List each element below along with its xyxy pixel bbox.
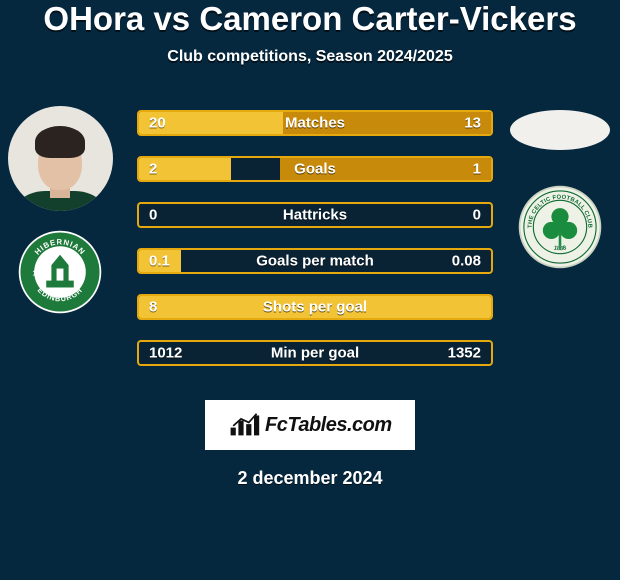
stat-label: Goals per match	[256, 253, 374, 270]
stat-right-value: 13	[464, 115, 481, 132]
stat-bar-row: 20 13 Matches	[137, 110, 493, 136]
stat-bar-row: 0 0 Hattricks	[137, 202, 493, 228]
stat-right-value: 0.08	[452, 253, 481, 270]
stat-left-value: 2	[149, 161, 157, 178]
right-player-avatar	[510, 110, 610, 150]
page-subtitle: Club competitions, Season 2024/2025	[0, 48, 620, 66]
comparison-area: HIBERNIAN EDINBURGH 18 75	[0, 96, 620, 396]
stat-left-value: 0	[149, 207, 157, 224]
stat-left-value: 1012	[149, 345, 182, 362]
svg-text:18: 18	[32, 270, 40, 277]
stat-label: Min per goal	[271, 345, 359, 362]
stat-right-value: 1	[473, 161, 481, 178]
stat-left-value: 8	[149, 299, 157, 316]
left-club-crest: HIBERNIAN EDINBURGH 18 75	[17, 229, 103, 315]
stat-right-value: 1352	[448, 345, 481, 362]
stat-label: Shots per goal	[263, 299, 367, 316]
svg-text:1888: 1888	[553, 245, 568, 252]
stat-label: Hattricks	[283, 207, 347, 224]
stat-left-value: 20	[149, 115, 166, 132]
right-player-column: THE CELTIC FOOTBALL CLUB 1888	[500, 96, 620, 270]
brand-badge: FcTables.com	[205, 400, 415, 450]
stat-bar-row: 2 1 Goals	[137, 156, 493, 182]
page-title: OHora vs Cameron Carter-Vickers	[0, 0, 620, 38]
svg-text:75: 75	[77, 270, 85, 277]
left-player-column: HIBERNIAN EDINBURGH 18 75	[0, 96, 120, 315]
brand-icon	[228, 412, 263, 438]
stat-bars: 20 13 Matches 2 1 Goals 0 0 Hattricks 0.1 0.08 Goal…	[137, 110, 493, 386]
brand-text: FcTables.com	[265, 414, 392, 437]
left-player-avatar	[8, 106, 113, 211]
stat-left-value: 0.1	[149, 253, 170, 270]
stat-bar-row: 0.1 0.08 Goals per match	[137, 248, 493, 274]
stat-label: Goals	[294, 161, 336, 178]
stat-bar-row: 1012 1352 Min per goal	[137, 340, 493, 366]
date-label: 2 december 2024	[0, 468, 620, 489]
stat-right-value: 0	[473, 207, 481, 224]
stat-label: Matches	[285, 115, 345, 132]
stat-bar-row: 8 Shots per goal	[137, 294, 493, 320]
right-club-crest: THE CELTIC FOOTBALL CLUB 1888	[517, 184, 603, 270]
